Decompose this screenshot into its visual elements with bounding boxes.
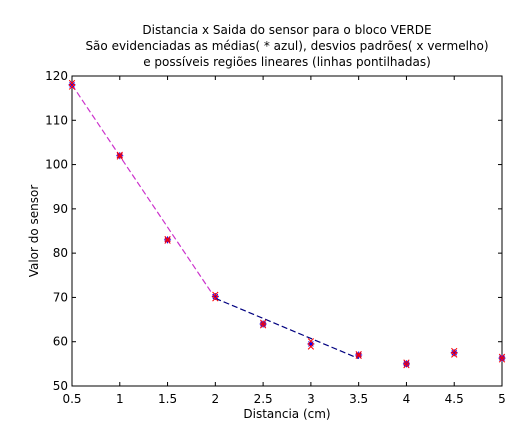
marker-stroke bbox=[260, 321, 266, 327]
x-tick-label: 2 bbox=[212, 392, 220, 406]
marker-stroke bbox=[498, 353, 506, 360]
y-tick-label: 50 bbox=[53, 379, 68, 393]
plot-area bbox=[71, 75, 503, 387]
mean-point bbox=[498, 354, 506, 362]
marker-stroke bbox=[451, 351, 458, 358]
x-tick-label: 4 bbox=[403, 392, 411, 406]
std-point bbox=[498, 353, 506, 360]
y-tick-label: 90 bbox=[53, 202, 68, 216]
x-axis-label: Distancia (cm) bbox=[243, 407, 330, 421]
marker-stroke bbox=[212, 295, 219, 302]
std-point bbox=[164, 235, 171, 243]
marker-stroke bbox=[68, 83, 76, 90]
mean-point bbox=[164, 236, 172, 244]
x-tick-label: 5 bbox=[498, 392, 506, 406]
marker-stroke bbox=[164, 237, 171, 244]
std-point bbox=[259, 319, 267, 326]
marker-stroke bbox=[355, 352, 362, 360]
y-tick-label: 80 bbox=[53, 246, 68, 260]
marker-stroke bbox=[307, 343, 315, 350]
marker-stroke bbox=[164, 237, 171, 243]
std-point bbox=[116, 153, 123, 160]
marker-stroke bbox=[116, 153, 123, 160]
chart-title-line-3: e possíveis regiões lineares (linhas pon… bbox=[143, 55, 431, 69]
chart-title-line-2: São evidenciadas as médias( * azul), des… bbox=[85, 39, 488, 53]
marker-stroke bbox=[403, 361, 410, 367]
chart-title-line-1: Distancia x Saida do sensor para o bloco… bbox=[142, 23, 431, 37]
y-axis-label: Valor do sensor bbox=[27, 185, 41, 278]
marker-stroke bbox=[116, 151, 123, 158]
y-tick-label: 100 bbox=[45, 158, 68, 172]
y-axis-ticks: 50 60 70 80 90 100 110 120 bbox=[45, 69, 502, 393]
std-point bbox=[307, 338, 315, 345]
marker-stroke bbox=[499, 355, 505, 361]
x-tick-label: 0.5 bbox=[62, 392, 81, 406]
y-tick-label: 110 bbox=[45, 113, 68, 127]
std-point bbox=[116, 151, 123, 158]
mean-point bbox=[402, 360, 410, 368]
x-tick-label: 1.5 bbox=[158, 392, 177, 406]
std-point bbox=[212, 295, 219, 302]
mean-point bbox=[355, 351, 363, 359]
x-tick-label: 1 bbox=[116, 392, 124, 406]
std-point bbox=[164, 237, 171, 244]
std-point bbox=[498, 356, 506, 363]
mean-point bbox=[116, 152, 124, 160]
std-point bbox=[403, 359, 410, 366]
marker-stroke bbox=[259, 319, 267, 326]
std-point bbox=[451, 351, 458, 358]
x-tick-label: 2.5 bbox=[254, 392, 273, 406]
std-point bbox=[355, 350, 362, 358]
std-point bbox=[68, 83, 76, 90]
marker-stroke bbox=[164, 235, 171, 243]
regression-lines bbox=[71, 84, 359, 360]
marker-stroke bbox=[307, 338, 315, 345]
marker-stroke bbox=[69, 82, 75, 88]
mean-point bbox=[259, 320, 267, 328]
x-axis-ticks: 0.5 1 1.5 2 2.5 3 3.5 4 4.5 5 bbox=[62, 76, 506, 406]
marker-stroke bbox=[403, 359, 410, 366]
x-tick-label: 4.5 bbox=[445, 392, 464, 406]
marker-stroke bbox=[403, 362, 410, 369]
y-tick-label: 60 bbox=[53, 335, 68, 349]
x-tick-label: 3.5 bbox=[349, 392, 368, 406]
std-point bbox=[259, 322, 267, 329]
y-tick-label: 120 bbox=[45, 69, 68, 83]
std-point bbox=[307, 343, 315, 350]
fit-line-2 bbox=[215, 297, 359, 360]
marker-stroke bbox=[116, 152, 123, 159]
marker-stroke bbox=[259, 322, 267, 329]
marker-stroke bbox=[451, 349, 458, 356]
fit-line-1 bbox=[71, 84, 216, 299]
std-point bbox=[403, 362, 410, 369]
marker-stroke bbox=[355, 352, 362, 358]
marker-stroke bbox=[355, 350, 362, 358]
marker-stroke bbox=[498, 356, 506, 363]
std-point bbox=[355, 352, 362, 360]
data-points bbox=[68, 79, 506, 369]
x-tick-label: 3 bbox=[307, 392, 315, 406]
y-tick-label: 70 bbox=[53, 290, 68, 304]
marker-stroke bbox=[212, 293, 219, 300]
